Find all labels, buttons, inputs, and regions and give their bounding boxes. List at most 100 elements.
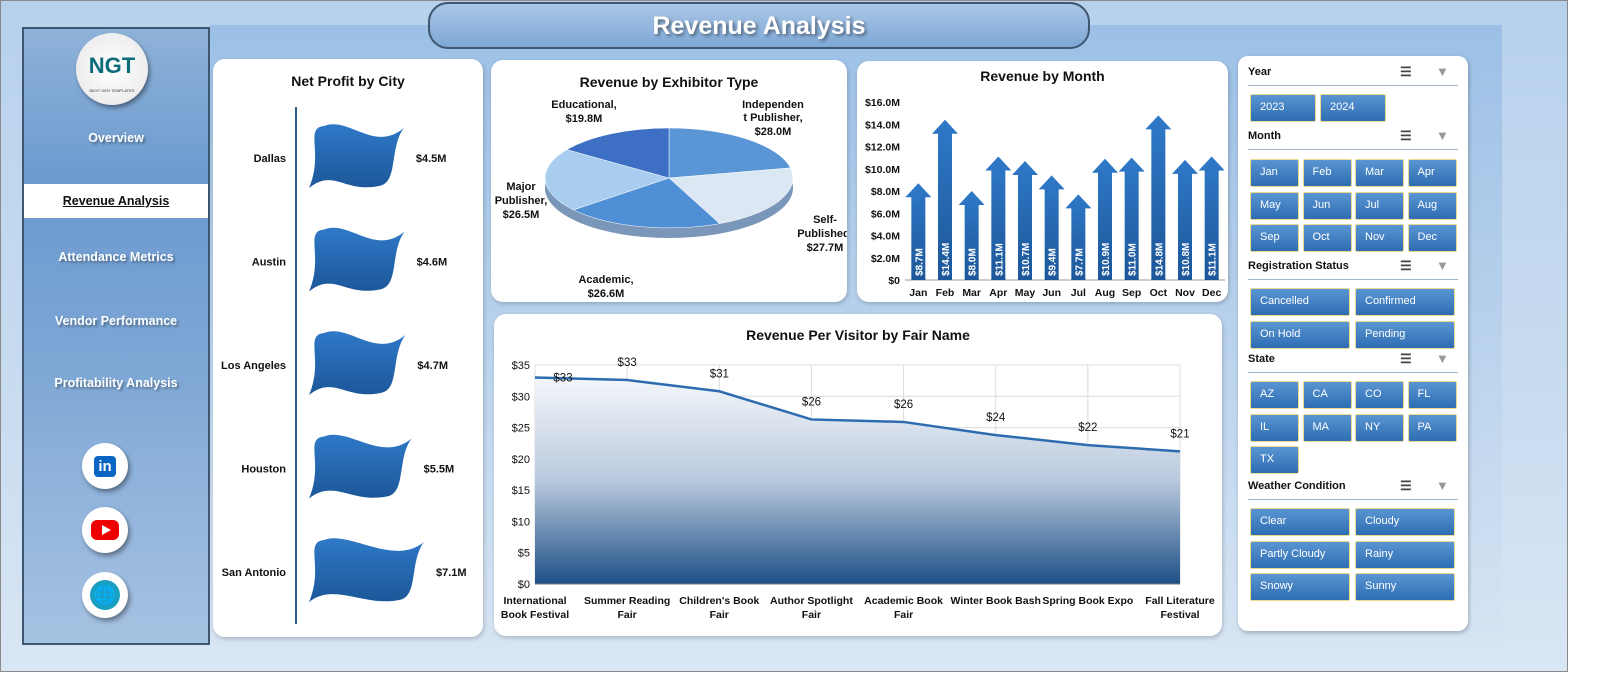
data-label: $31 xyxy=(710,368,729,380)
clear-filter-icon[interactable]: ▼ xyxy=(1436,258,1449,273)
city-label: San Antonio xyxy=(222,567,287,579)
data-label: $4.5M xyxy=(416,153,447,165)
slicer-header-state: State ☰ ▼ xyxy=(1248,351,1458,373)
slicer-button-rainy[interactable]: Rainy xyxy=(1355,540,1455,569)
y-tick-label: $0 xyxy=(888,275,900,287)
pie-slice xyxy=(572,177,721,229)
slicer-button-il[interactable]: IL xyxy=(1250,413,1299,442)
chart-title: Revenue Per Visitor by Fair Name xyxy=(746,327,970,343)
slicer-button-confirmed[interactable]: Confirmed xyxy=(1355,288,1455,316)
data-label: $33 xyxy=(553,373,572,385)
slicer-button-partly-cloudy[interactable]: Partly Cloudy xyxy=(1250,540,1350,569)
data-label: $14.8M xyxy=(1154,243,1165,276)
city-label: Dallas xyxy=(254,153,286,165)
slicer-title: Year xyxy=(1248,66,1272,78)
slicer-button-ma[interactable]: MA xyxy=(1302,413,1352,442)
page-title: Revenue Analysis xyxy=(428,2,1090,49)
city-label: Los Angeles xyxy=(221,360,286,372)
slicer-button-on-hold[interactable]: On Hold xyxy=(1250,320,1350,349)
pie-slice xyxy=(668,167,794,224)
slicer-button-az[interactable]: AZ xyxy=(1250,381,1299,409)
data-label: $10.9M xyxy=(1101,243,1112,276)
slicer-button-snowy[interactable]: Snowy xyxy=(1250,573,1350,601)
data-label: $4.6M xyxy=(417,257,448,269)
clear-filter-icon[interactable]: ▼ xyxy=(1436,128,1449,143)
slicer-button-aug[interactable]: Aug xyxy=(1407,191,1457,220)
slicer-title: Weather Condition xyxy=(1248,480,1346,492)
multi-select-icon[interactable]: ☰ xyxy=(1400,64,1412,79)
slicer-button-jul[interactable]: Jul xyxy=(1355,191,1404,220)
slicer-button-cancelled[interactable]: Cancelled xyxy=(1250,288,1350,316)
slicer-button-cloudy[interactable]: Cloudy xyxy=(1355,508,1455,536)
data-label: $10.8M xyxy=(1181,243,1192,276)
slicer-button-co[interactable]: CO xyxy=(1355,381,1404,409)
month-arrow-bar xyxy=(1012,160,1038,280)
month-arrow-bar xyxy=(1172,159,1198,280)
flag-bar xyxy=(309,434,412,499)
website-button[interactable]: 🌐 xyxy=(82,572,128,618)
data-label: $33 xyxy=(618,357,637,369)
y-tick-label: $0 xyxy=(518,579,530,591)
slicer-button-pa[interactable]: PA xyxy=(1407,413,1457,442)
chart-title: Net Profit by City xyxy=(291,73,405,89)
slicer-button-ny[interactable]: NY xyxy=(1355,413,1404,442)
nav-vendor-performance[interactable]: Vendor Performance xyxy=(54,314,178,328)
multi-select-icon[interactable]: ☰ xyxy=(1400,258,1412,273)
revenue-per-visitor-chart: $0 $5 $10 $15 $20 $25 $30 $35 $33 $33 $31 $26 $26 $24… xyxy=(501,357,1215,621)
slicer-button-pending[interactable]: Pending xyxy=(1355,320,1455,349)
nav-attendance-metrics[interactable]: Attendance Metrics xyxy=(58,250,174,264)
multi-select-icon[interactable]: ☰ xyxy=(1400,478,1412,493)
x-tick-label: Apr xyxy=(989,287,1007,299)
flag-bar xyxy=(309,227,405,292)
linkedin-button[interactable]: in xyxy=(82,443,128,489)
net-profit-by-city-card: Net Profit by City Dallas $4.5M Austin $4.6… xyxy=(213,59,483,637)
slice-name-label: Published, xyxy=(797,228,847,240)
y-tick-label: $30 xyxy=(512,391,530,403)
slicer-title: State xyxy=(1248,353,1275,365)
slicer-button-mar[interactable]: Mar xyxy=(1355,159,1404,187)
slicer-button-oct[interactable]: Oct xyxy=(1302,224,1352,252)
slice-name-label: t Publisher, xyxy=(743,112,802,124)
slicer-button-fl[interactable]: FL xyxy=(1407,381,1457,409)
youtube-button[interactable] xyxy=(82,507,128,553)
data-label: $7.1M xyxy=(436,567,467,579)
slicer-title: Registration Status xyxy=(1248,260,1349,272)
slicer-button-nov[interactable]: Nov xyxy=(1355,224,1404,252)
nav-overview[interactable]: Overview xyxy=(88,131,144,145)
slicer-button-sunny[interactable]: Sunny xyxy=(1355,573,1455,601)
logo-subtext: NEXT GEN TEMPLATES xyxy=(89,88,135,93)
slicer-button-feb[interactable]: Feb xyxy=(1302,159,1352,187)
data-label: $24 xyxy=(986,412,1006,424)
slicer-button-sep[interactable]: Sep xyxy=(1250,224,1299,252)
nav-revenue-analysis[interactable]: Revenue Analysis xyxy=(24,184,208,218)
multi-select-icon[interactable]: ☰ xyxy=(1400,128,1412,143)
flag-bar xyxy=(309,124,404,188)
data-label: $14.4M xyxy=(941,243,952,276)
multi-select-icon[interactable]: ☰ xyxy=(1400,351,1412,366)
slicer-button-clear[interactable]: Clear xyxy=(1250,508,1350,536)
clear-filter-icon[interactable]: ▼ xyxy=(1436,64,1449,79)
net-profit-chart: Dallas $4.5M Austin $4.6M Los Angeles $4.7M Ho… xyxy=(221,107,467,624)
nav-profitability-analysis[interactable]: Profitability Analysis xyxy=(54,376,178,390)
slicer-button-ca[interactable]: CA xyxy=(1302,381,1352,409)
slicer-button-2024[interactable]: 2024 xyxy=(1320,94,1386,122)
linkedin-icon: in xyxy=(94,455,116,477)
month-arrow-bar xyxy=(932,119,958,280)
data-label: $11.1M xyxy=(1208,243,1219,276)
slicer-header-weather-condition: Weather Condition ☰ ▼ xyxy=(1248,478,1458,500)
slice-name-label: Publisher, xyxy=(495,195,548,207)
slicer-button-tx[interactable]: TX xyxy=(1250,446,1299,474)
slicer-button-dec[interactable]: Dec xyxy=(1407,224,1457,252)
y-tick-label: $4.0M xyxy=(871,231,900,243)
slicer-button-jan[interactable]: Jan xyxy=(1250,159,1299,187)
slicer-button-apr[interactable]: Apr xyxy=(1407,159,1457,187)
filter-panel: Year ☰ ▼ 2023 2024 Month ☰ ▼ Jan Feb Mar Apr May Jun J… xyxy=(1238,56,1468,631)
slicer-button-may[interactable]: May xyxy=(1250,191,1299,220)
series-line xyxy=(534,376,1181,453)
clear-filter-icon[interactable]: ▼ xyxy=(1436,478,1449,493)
slicer-button-jun[interactable]: Jun xyxy=(1302,191,1352,220)
clear-filter-icon[interactable]: ▼ xyxy=(1436,351,1449,366)
slice-name-label: Academic, xyxy=(578,274,633,286)
x-tick-label: Jul xyxy=(1071,287,1086,299)
slicer-button-2023[interactable]: 2023 xyxy=(1250,94,1316,122)
